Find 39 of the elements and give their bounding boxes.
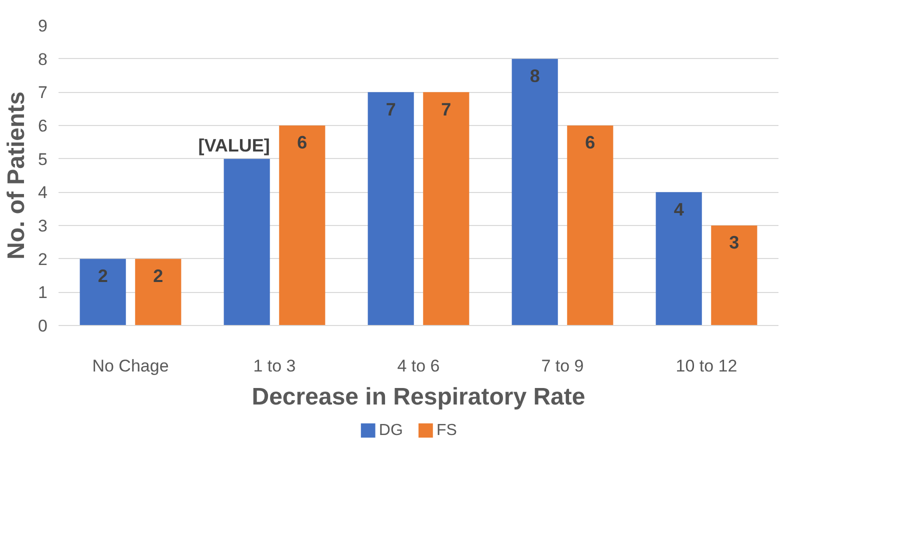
bar: [512, 58, 558, 326]
bar: [224, 158, 270, 326]
x-tick-label: No Chage: [92, 356, 169, 376]
y-tick-label: 2: [38, 250, 48, 269]
data-label: 7: [441, 99, 452, 120]
x-tick-label: 7 to 9: [541, 356, 584, 376]
legend-label: FS: [436, 422, 457, 439]
data-label: 6: [585, 132, 596, 153]
data-label: 6: [297, 132, 308, 153]
bar: [135, 258, 182, 326]
y-tick-label: 5: [38, 150, 48, 169]
data-label: [VALUE]: [198, 136, 270, 156]
legend-label: DG: [378, 422, 403, 439]
bar: [567, 126, 614, 326]
data-label: 2: [98, 266, 108, 286]
x-tick-label: 10 to 12: [676, 356, 738, 376]
bar: [656, 192, 702, 326]
x-axis-title: Decrease in Respiratory Rate: [252, 384, 586, 410]
data-label: 4: [674, 199, 684, 220]
y-tick-label: 3: [38, 216, 48, 236]
bar: [711, 226, 758, 326]
y-tick-label: 1: [38, 283, 48, 302]
y-tick-label: 7: [38, 83, 48, 102]
x-tick-label: 4 to 6: [397, 356, 440, 376]
y-tick-label: 4: [38, 183, 48, 202]
y-tick-label: 8: [38, 50, 48, 69]
y-axis-title: No. of Patients: [3, 91, 30, 260]
bar: [80, 258, 126, 326]
x-tick-label: 1 to 3: [253, 356, 296, 376]
bar: [279, 126, 326, 326]
bar: [368, 92, 414, 326]
y-tick-label: 6: [38, 116, 48, 136]
bar: [423, 92, 470, 326]
y-tick-label: 0: [38, 316, 48, 336]
y-tick-label: 9: [38, 16, 48, 36]
data-label: 2: [153, 266, 164, 286]
data-label: 7: [386, 99, 396, 120]
data-label: 8: [530, 66, 540, 86]
data-label: 3: [729, 232, 740, 253]
